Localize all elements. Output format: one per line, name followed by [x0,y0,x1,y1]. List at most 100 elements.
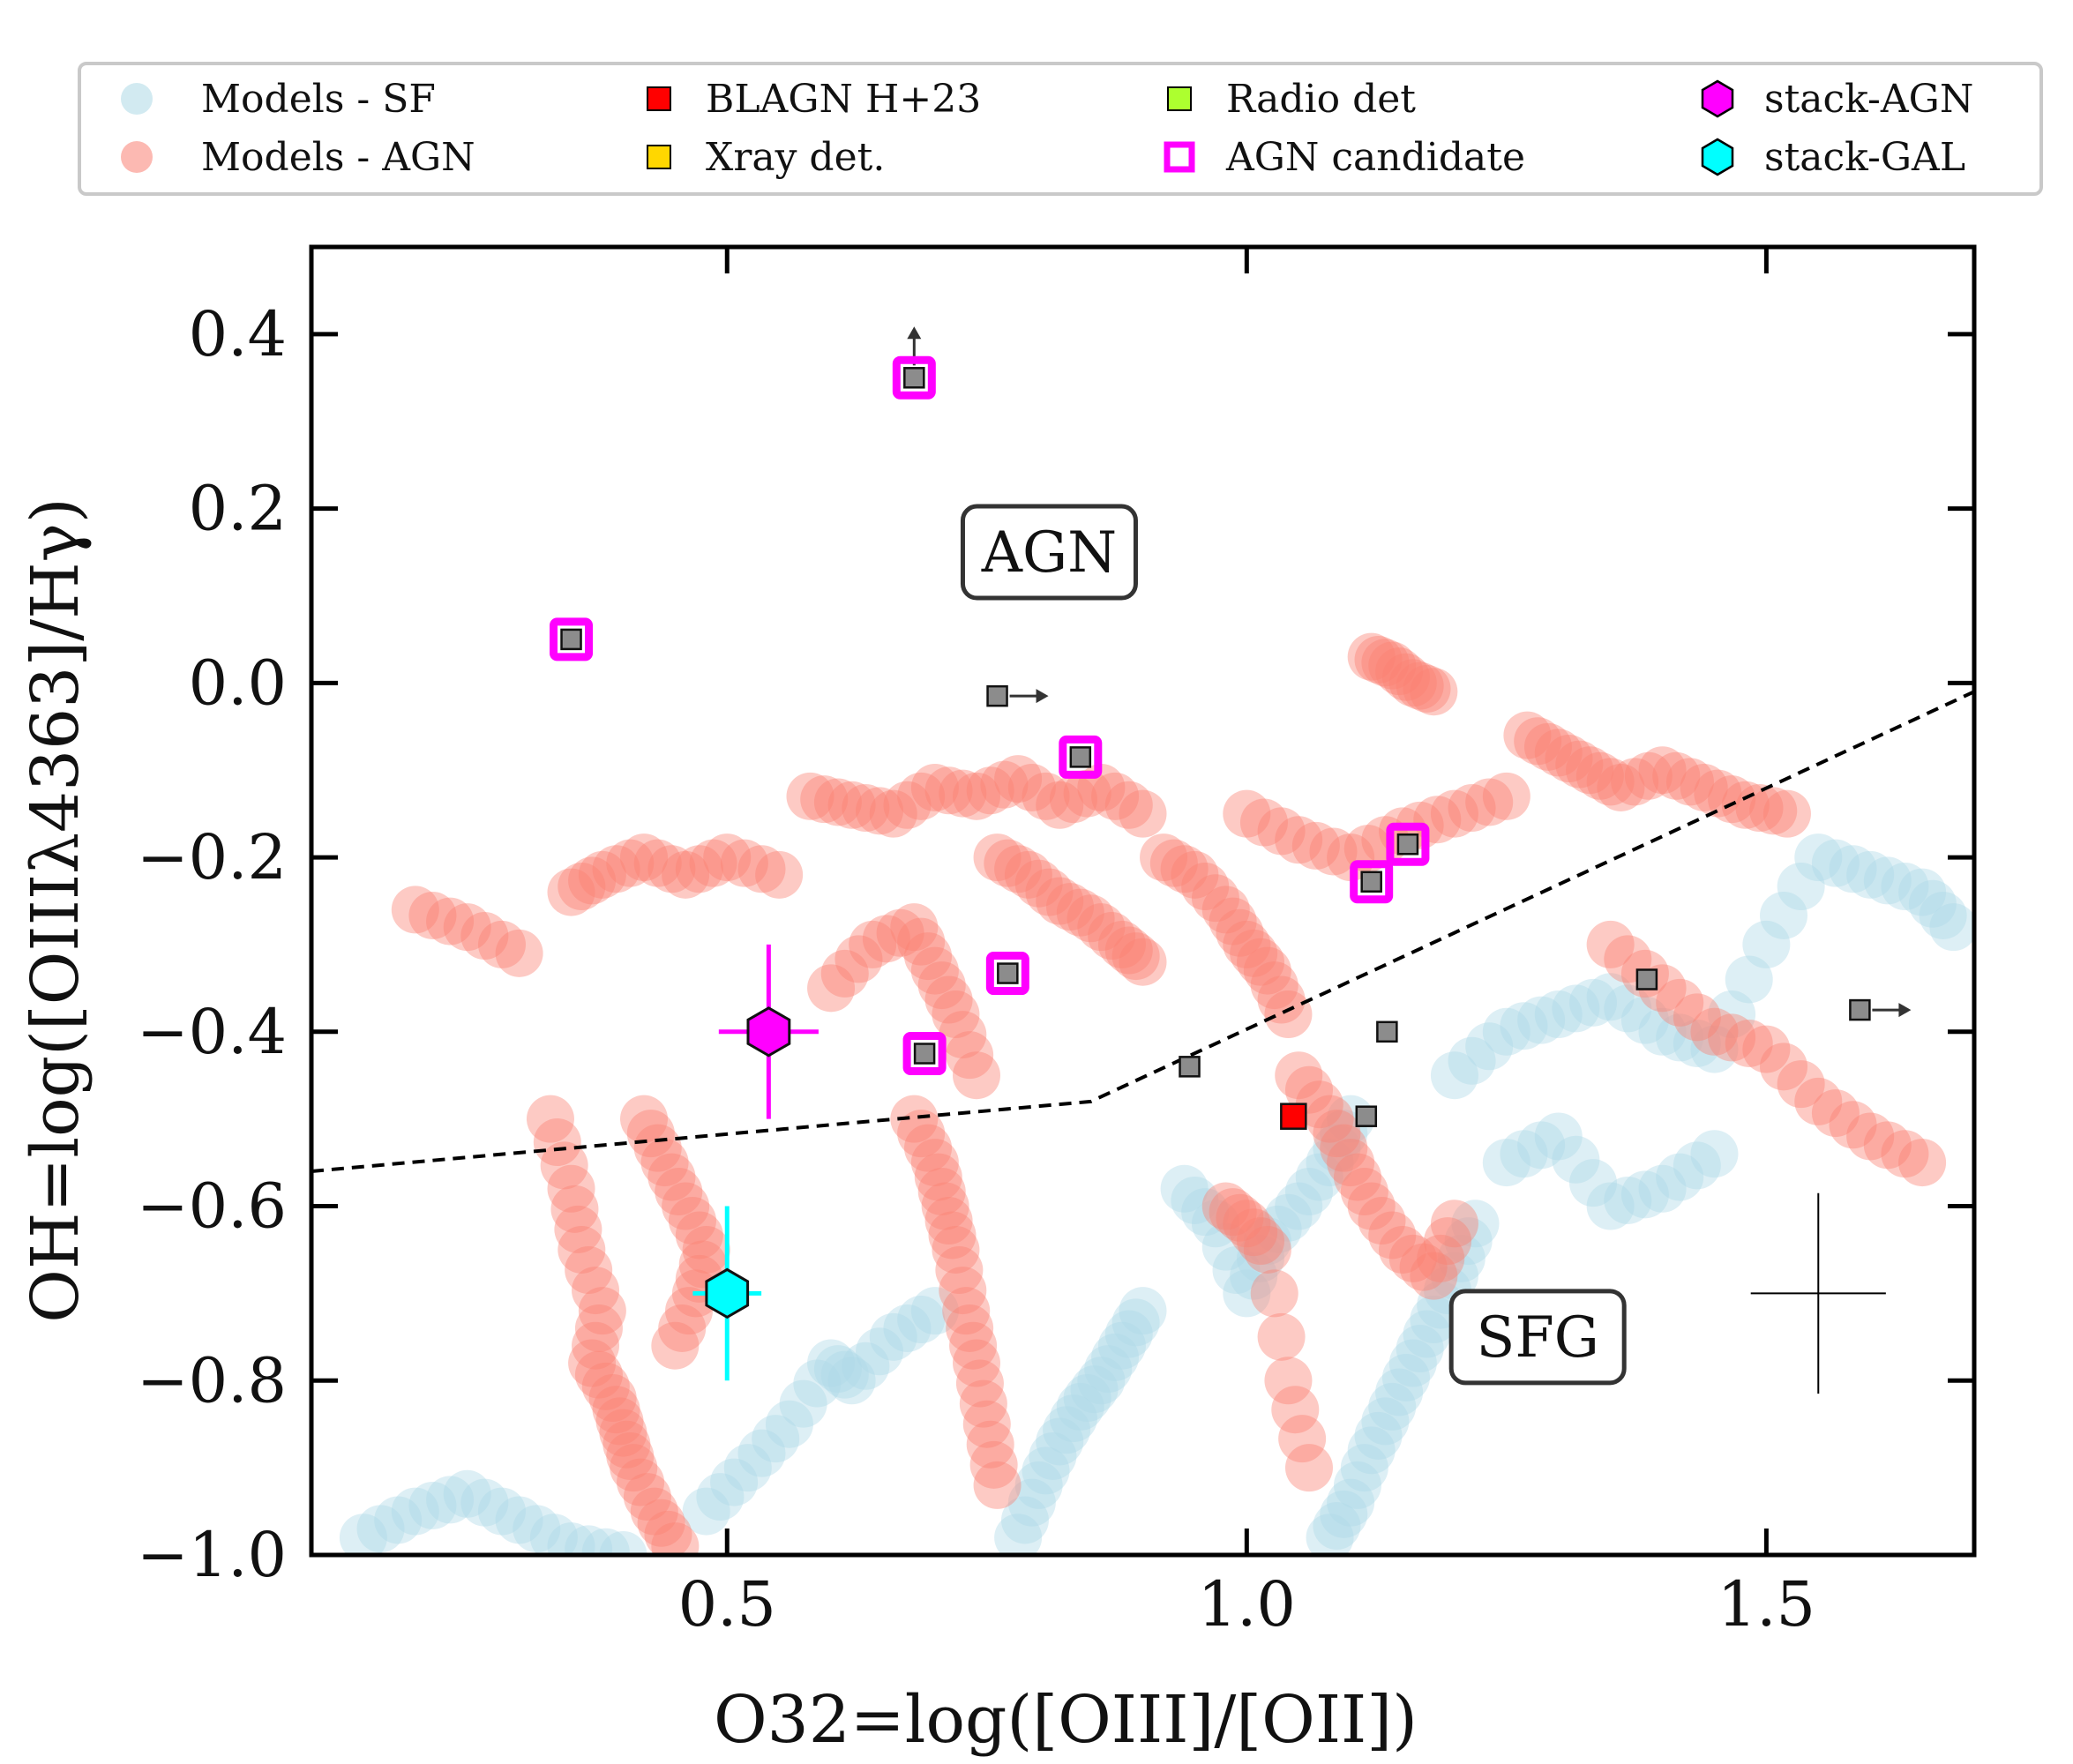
model-agn-point [689,839,737,887]
model-agn-point [578,1287,626,1335]
model-agn-point [1762,789,1811,838]
model-agn-point [568,1339,617,1387]
y-tick-label: −1.0 [137,1519,287,1591]
model-agn-point [1566,746,1614,795]
model-agn-point [581,1362,630,1410]
model-agn-point [675,1211,723,1259]
model-agn-point [1275,816,1323,864]
model-sf-point [581,1528,630,1555]
agn-candidate-ring [550,617,594,662]
legend-item-radio: Radio det [1159,72,1416,125]
model-sf-point [1077,1357,1126,1405]
model-agn-point [578,850,626,899]
model-agn-point [890,903,939,952]
model-agn-point [849,920,897,968]
model-agn-point [1368,641,1417,690]
models-sf-layer [339,833,1974,1555]
model-agn-point [939,1011,987,1059]
model-agn-point [1396,662,1444,710]
model-agn-point [984,839,1032,887]
model-agn-point [1149,839,1198,887]
blagn-marker-icon [647,86,671,111]
model-agn-point [588,1374,637,1423]
observed-point [1376,1020,1398,1043]
model-agn-point [1104,926,1153,975]
model-sf-point [1354,1411,1403,1460]
observed-point [986,684,1008,707]
model-agn-point [720,839,768,887]
legend-item-blagn: BLAGN H+23 [639,72,981,125]
model-agn-point [606,839,655,887]
model-agn-point [966,1420,1014,1469]
model-sf-point [1829,845,1877,893]
model-sf-point [1306,1139,1354,1187]
model-agn-point [1430,789,1478,838]
model-agn-point [1313,1110,1361,1158]
model-agn-point [1264,990,1313,1039]
model-agn-point [1022,772,1070,820]
model-sf-point [1465,1022,1514,1071]
model-agn-point [1347,632,1396,681]
model-agn-point [633,1124,682,1172]
model-agn-point [1257,975,1306,1024]
model-agn-point [807,964,856,1013]
model-agn-point [1119,789,1167,838]
model-agn-point [932,1225,980,1274]
model-agn-point [953,1051,1000,1100]
model-sf-point [1794,833,1843,882]
model-agn-point [662,1182,710,1230]
lines-layer: AGN SFG [311,504,1975,1394]
model-agn-point [617,1458,665,1506]
model-agn-point [1278,1415,1327,1463]
model-agn-point [1275,1051,1323,1100]
model-sf-point [1049,1394,1097,1443]
model-agn-point [1243,1225,1291,1274]
model-agn-point [1223,1200,1271,1248]
model-agn-point [1652,751,1701,800]
model-agn-point [910,763,959,811]
model-sf-point [1243,1217,1291,1266]
model-sf-point [1451,1200,1500,1248]
model-agn-point [1534,729,1583,777]
model-agn-point [1347,1182,1396,1230]
model-agn-point [1046,883,1095,931]
observed-point [1849,998,1871,1021]
y-axis-label: OH=log([OIIIλ4363]/Hγ) [18,497,94,1323]
model-agn-point [1760,1043,1808,1091]
model-sf-point [856,1327,904,1376]
model-sf-point [443,1469,491,1518]
observed-point [903,367,925,389]
model-sf-point [1908,879,1957,928]
model-agn-point [973,1461,1022,1509]
model-agn-point [1503,711,1552,759]
model-agn-point [917,961,966,1010]
model-agn-point [1881,1130,1929,1178]
y-tick-label: −0.8 [137,1344,287,1416]
model-agn-point [1230,929,1278,977]
model-agn-point [1597,763,1645,811]
model-agn-point [1036,781,1084,829]
model-sf-point [1111,1298,1160,1347]
model-sf-point [426,1476,475,1524]
model-sf-point [813,1345,862,1394]
model-sf-point [1084,1345,1133,1394]
model-agn-point [1237,1217,1285,1266]
model-agn-point [602,1420,651,1469]
model-agn-point [1379,1225,1427,1274]
model-sf-point [1275,1182,1323,1230]
model-agn-point [1368,1211,1417,1259]
dividing-line [311,690,1975,1173]
model-agn-point [460,912,509,960]
model-sf-point [1656,1153,1704,1201]
y-tick-label: −0.4 [137,996,287,1068]
model-agn-point [924,1197,973,1245]
model-agn-point [813,778,862,826]
model-agn-point [994,755,1043,804]
model-agn-point [1223,789,1271,838]
legend-label: stack-AGN [1764,76,1974,122]
model-agn-point [1264,1357,1313,1405]
model-agn-point [565,1246,613,1295]
model-sf-point [1690,1025,1739,1073]
model-sf-point [1056,1382,1104,1431]
